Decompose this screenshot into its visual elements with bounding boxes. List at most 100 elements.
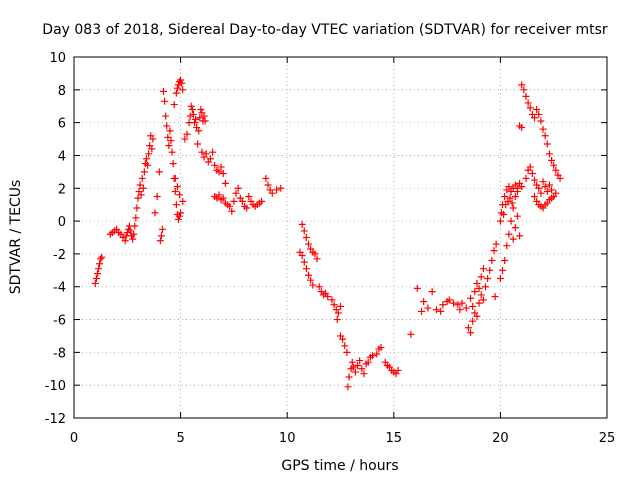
data-point bbox=[315, 283, 323, 291]
data-point bbox=[187, 102, 195, 110]
data-point bbox=[467, 294, 475, 302]
data-point bbox=[132, 214, 140, 222]
y-tick-label: -8 bbox=[53, 346, 66, 361]
y-tick-label: 8 bbox=[58, 84, 66, 99]
x-tick-label: 10 bbox=[279, 431, 296, 446]
data-point bbox=[215, 168, 223, 176]
data-point bbox=[505, 230, 513, 238]
data-point bbox=[169, 160, 177, 168]
data-point bbox=[305, 271, 313, 279]
data-point bbox=[202, 150, 210, 158]
data-point bbox=[535, 110, 543, 118]
data-point bbox=[177, 76, 185, 84]
data-point bbox=[174, 81, 182, 89]
data-point bbox=[196, 114, 204, 122]
x-tick-label: 15 bbox=[386, 431, 403, 446]
data-point bbox=[155, 168, 163, 176]
data-point bbox=[95, 265, 103, 273]
data-point bbox=[234, 184, 242, 192]
data-point bbox=[473, 279, 481, 287]
data-point bbox=[424, 304, 432, 312]
data-point bbox=[471, 288, 479, 296]
data-point bbox=[349, 363, 357, 371]
data-point bbox=[307, 276, 315, 284]
y-axis-label: SDTVAR / TECUs bbox=[8, 180, 24, 295]
data-point bbox=[552, 166, 560, 174]
data-point bbox=[174, 215, 182, 223]
data-point bbox=[541, 183, 549, 191]
data-point bbox=[96, 260, 104, 268]
x-tick-label: 5 bbox=[176, 431, 184, 446]
data-point bbox=[164, 133, 172, 141]
data-point bbox=[535, 184, 543, 192]
data-point bbox=[211, 161, 219, 169]
data-point bbox=[302, 265, 310, 273]
y-tick-label: -12 bbox=[45, 412, 66, 427]
data-point bbox=[133, 204, 141, 212]
data-point bbox=[490, 247, 498, 255]
data-point bbox=[273, 186, 281, 194]
data-point bbox=[268, 189, 276, 197]
data-point bbox=[548, 156, 556, 164]
data-point bbox=[134, 194, 142, 202]
data-point bbox=[343, 348, 351, 356]
data-point bbox=[437, 307, 445, 315]
data-point bbox=[394, 366, 402, 374]
data-point bbox=[206, 155, 214, 163]
data-point bbox=[121, 237, 129, 245]
data-point bbox=[264, 181, 272, 189]
data-point bbox=[330, 301, 338, 309]
data-point bbox=[138, 174, 146, 182]
data-point bbox=[552, 189, 560, 197]
data-point bbox=[543, 140, 551, 148]
data-point bbox=[311, 250, 319, 258]
x-tick-label: 20 bbox=[492, 431, 509, 446]
data-point bbox=[496, 217, 504, 225]
data-point bbox=[456, 306, 464, 314]
data-point bbox=[194, 140, 202, 148]
data-point bbox=[413, 284, 421, 292]
data-point bbox=[475, 284, 483, 292]
data-point bbox=[142, 155, 150, 163]
data-point bbox=[484, 275, 492, 283]
data-point bbox=[477, 273, 485, 281]
data-point bbox=[541, 132, 549, 140]
data-point bbox=[123, 229, 131, 237]
data-point bbox=[156, 237, 164, 245]
data-point bbox=[179, 197, 187, 205]
data-point bbox=[503, 242, 511, 250]
data-point bbox=[313, 255, 321, 263]
data-point bbox=[509, 204, 517, 212]
data-point bbox=[518, 124, 526, 132]
data-point bbox=[171, 188, 179, 196]
data-point bbox=[179, 86, 187, 94]
data-point bbox=[160, 87, 168, 95]
data-point bbox=[526, 163, 534, 171]
data-point bbox=[509, 235, 517, 243]
data-point bbox=[144, 161, 152, 169]
y-tick-label: 2 bbox=[58, 182, 66, 197]
data-point bbox=[238, 197, 246, 205]
data-point bbox=[140, 168, 148, 176]
data-point bbox=[513, 212, 521, 220]
data-point bbox=[178, 79, 186, 87]
data-point bbox=[166, 127, 174, 135]
data-point bbox=[91, 279, 99, 287]
data-point bbox=[531, 176, 539, 184]
data-point bbox=[522, 92, 530, 100]
data-point bbox=[526, 104, 534, 112]
data-point bbox=[420, 297, 428, 305]
data-point bbox=[488, 256, 496, 264]
data-point bbox=[545, 150, 553, 158]
data-point bbox=[513, 188, 521, 196]
data-point bbox=[539, 178, 547, 186]
data-point bbox=[505, 183, 513, 191]
data-point bbox=[432, 306, 440, 314]
data-point bbox=[373, 350, 381, 358]
data-point bbox=[300, 258, 308, 266]
data-point bbox=[153, 192, 161, 200]
x-tick-label: 25 bbox=[599, 431, 616, 446]
data-point bbox=[190, 119, 198, 127]
data-point bbox=[93, 270, 101, 278]
